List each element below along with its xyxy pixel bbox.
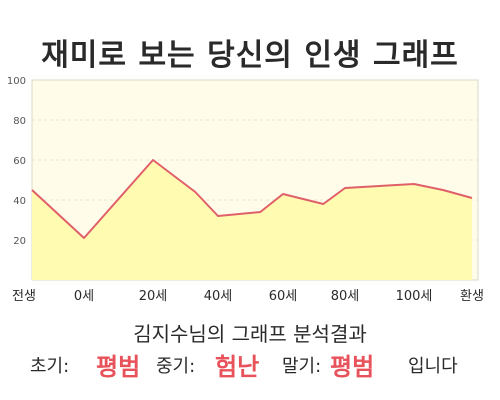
- early-label: 초기:: [30, 356, 70, 377]
- late-label: 말기:: [282, 356, 322, 377]
- y-tick-label: 60: [13, 156, 26, 167]
- x-tick-label: 20세: [139, 289, 168, 304]
- late-value: 평범: [330, 353, 375, 381]
- x-tick-label: 100세: [396, 289, 433, 304]
- area-fill: [32, 160, 472, 280]
- middle-label: 중기:: [156, 356, 196, 377]
- x-tick-label: 환생: [460, 289, 484, 304]
- x-axis-ticks: 전생 0세 20세 40세 60세 80세 100세 환생: [12, 289, 484, 304]
- series-line: [31, 159, 473, 239]
- middle-value: 험난: [215, 353, 260, 381]
- x-tick-label: 60세: [269, 289, 298, 304]
- analysis-result: 초기: 평범 중기: 험난 말기: 평범 입니다: [0, 346, 500, 382]
- x-tick-label: 전생: [12, 289, 36, 304]
- early-value: 평범: [96, 353, 141, 381]
- chart-title: 재미로 보는 당신의 인생 그래프: [41, 38, 459, 73]
- y-tick-label: 20: [13, 236, 26, 247]
- x-tick-label: 80세: [331, 289, 360, 304]
- y-axis-ticks: 20 40 60 80 100: [7, 76, 26, 247]
- x-tick-label: 0세: [74, 289, 94, 304]
- y-tick-label: 40: [13, 196, 26, 207]
- y-tick-label: 80: [13, 116, 26, 127]
- analysis-title: 김지수님의 그래프 분석결과: [133, 322, 367, 346]
- x-tick-label: 40세: [204, 289, 233, 304]
- y-tick-label: 100: [7, 76, 26, 87]
- suffix-text: 입니다: [408, 356, 458, 377]
